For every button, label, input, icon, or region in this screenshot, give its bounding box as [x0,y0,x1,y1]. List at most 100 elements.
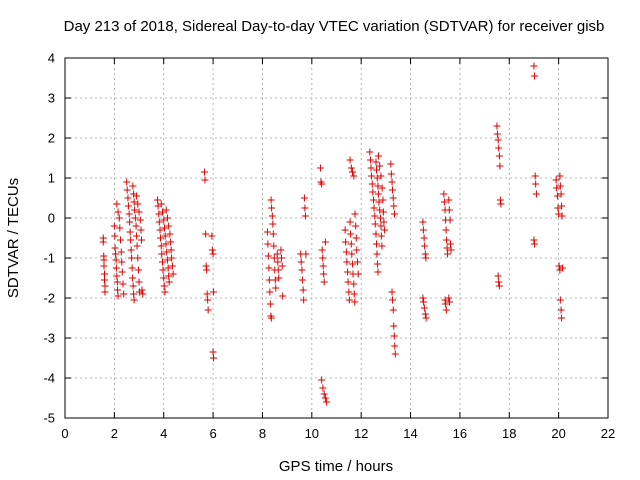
data-point [353,246,361,254]
x-axis-label: GPS time / hours [279,458,393,475]
data-point [155,210,163,218]
data-point [390,202,398,210]
data-point [374,268,382,276]
data-point [558,202,566,210]
data-point [169,270,177,278]
y-tick-label: -4 [43,371,55,386]
data-point [120,290,128,298]
data-point [101,288,109,296]
x-tick-label: 10 [305,426,319,441]
data-point [112,250,120,258]
y-axis-label: SDTVAR / TECUs [5,178,22,298]
data-point [138,236,146,244]
data-point [344,278,352,286]
data-point [297,258,305,266]
data-point [162,240,170,248]
y-tick-label: -1 [43,251,55,266]
data-point [279,292,287,300]
data-point [320,390,328,398]
data-point [158,258,166,266]
data-point [320,270,328,278]
data-point [553,184,561,192]
data-point [371,212,379,220]
x-tick-label: 14 [403,426,417,441]
data-point [124,194,132,202]
data-point [318,180,326,188]
data-point [442,300,450,308]
data-point [556,172,564,180]
data-point [367,156,375,164]
data-point [267,196,275,204]
data-point [530,240,538,248]
data-point [346,156,354,164]
data-point [263,228,271,236]
data-point [316,164,324,172]
data-point [494,136,502,144]
data-point [201,176,209,184]
data-point [210,288,218,296]
data-point [160,274,168,282]
data-point [300,296,308,304]
data-point [159,266,167,274]
data-point [388,288,396,296]
data-point [118,268,126,276]
data-point [135,208,143,216]
data-point [135,266,143,274]
data-point [388,178,396,186]
data-point [115,214,123,222]
data-point [278,262,286,270]
data-point [161,232,169,240]
data-point [264,240,272,248]
data-point [114,208,122,216]
data-point [350,290,358,298]
y-tick-label: 1 [48,171,55,186]
data-point [158,208,166,216]
data-point [447,240,455,248]
data-point [208,232,216,240]
data-point [323,398,331,406]
data-point [267,314,275,322]
data-point [130,290,138,298]
data-point [351,298,359,306]
data-point [298,276,306,284]
data-point [447,246,455,254]
data-point [203,290,211,298]
data-point [117,236,125,244]
data-point [158,250,166,258]
data-point [380,218,388,226]
data-point [370,196,378,204]
data-point [376,206,384,214]
y-tick-label: -2 [43,291,55,306]
data-point [373,250,381,258]
data-point [275,274,283,282]
data-point [446,216,454,224]
data-point [125,210,133,218]
data-point [274,258,282,266]
data-point [347,164,355,172]
data-point [443,236,451,244]
data-point [421,242,429,250]
data-point [389,296,397,304]
data-point [368,172,376,180]
data-point [204,306,212,314]
data-point [376,162,384,170]
data-point [373,174,381,182]
data-point [389,194,397,202]
data-point [442,306,450,314]
plot-area [64,57,609,419]
data-point [266,288,274,296]
data-point [420,234,428,242]
data-point [371,220,379,228]
data-point [366,148,374,156]
data-point [557,306,565,314]
data-point [319,262,327,270]
data-point [123,186,131,194]
data-point [111,232,119,240]
data-point [268,204,276,212]
data-point [420,298,428,306]
data-point [114,286,122,294]
data-point [118,258,126,266]
data-point [343,258,351,266]
data-point [163,256,171,264]
